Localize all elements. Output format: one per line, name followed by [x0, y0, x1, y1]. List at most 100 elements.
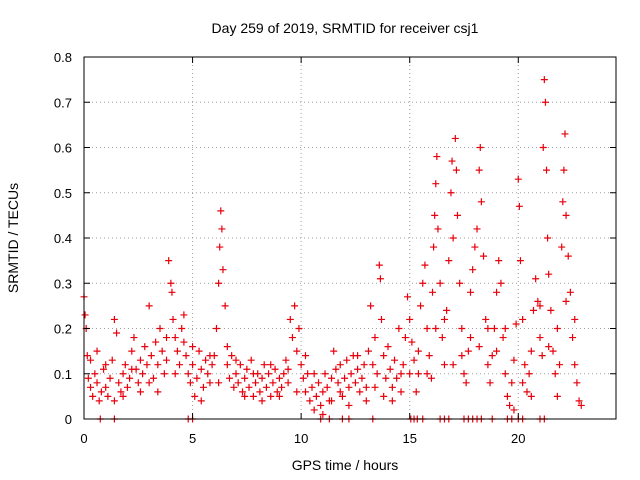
data-point — [343, 356, 351, 364]
data-point — [93, 347, 101, 355]
data-point — [293, 347, 301, 355]
data-point — [310, 406, 318, 414]
data-point — [336, 388, 344, 396]
data-point — [462, 379, 470, 387]
data-point — [95, 397, 103, 405]
data-point — [419, 279, 427, 287]
data-point — [288, 334, 296, 342]
data-point — [221, 302, 229, 310]
y-axis-title: SRMTID / TECUs — [5, 183, 21, 293]
data-point — [168, 288, 176, 296]
data-point — [228, 352, 236, 360]
data-point — [147, 352, 155, 360]
data-point — [388, 383, 396, 391]
data-point — [571, 361, 579, 369]
data-point — [275, 374, 283, 382]
data-point — [553, 392, 561, 400]
data-point — [391, 356, 399, 364]
data-point — [448, 157, 456, 165]
data-point — [527, 392, 535, 400]
data-point — [345, 383, 353, 391]
data-point — [364, 347, 372, 355]
data-point — [564, 252, 572, 260]
data-point — [310, 370, 318, 378]
data-point — [241, 392, 249, 400]
data-point — [430, 243, 438, 251]
data-point — [306, 397, 314, 405]
data-point — [338, 392, 346, 400]
data-point — [197, 397, 205, 405]
data-point — [539, 144, 547, 151]
data-point — [182, 352, 190, 360]
data-point — [328, 374, 336, 382]
data-point — [449, 234, 457, 242]
data-point — [269, 379, 277, 387]
data-point — [362, 397, 370, 405]
data-point — [293, 388, 301, 396]
data-point — [347, 370, 355, 378]
data-point — [193, 374, 201, 382]
data-point — [208, 361, 216, 369]
data-point — [102, 361, 110, 369]
data-point — [553, 325, 561, 332]
data-point — [136, 356, 144, 364]
data-point — [464, 347, 472, 355]
data-point — [427, 374, 435, 382]
data-point — [560, 166, 568, 174]
data-point — [145, 302, 153, 310]
data-point — [312, 392, 320, 400]
data-point — [189, 343, 197, 351]
data-point — [556, 361, 564, 369]
data-point — [397, 388, 405, 396]
data-point — [571, 315, 579, 323]
data-point — [354, 365, 362, 373]
data-point — [236, 361, 244, 369]
data-point — [232, 356, 240, 364]
data-point — [433, 153, 441, 161]
data-point — [360, 361, 368, 369]
data-point — [432, 180, 440, 188]
data-point — [243, 365, 251, 373]
data-point — [156, 325, 164, 332]
data-point — [440, 361, 448, 369]
data-point — [83, 352, 91, 360]
data-point — [102, 383, 110, 391]
data-point — [452, 166, 460, 174]
data-point — [265, 370, 273, 378]
data-point — [519, 315, 527, 323]
data-point — [117, 388, 125, 396]
data-point — [536, 334, 544, 342]
data-point — [104, 392, 112, 400]
data-point — [562, 297, 570, 305]
data-point — [199, 383, 207, 391]
y-tick-label: 0.3 — [54, 276, 72, 291]
data-points — [80, 76, 585, 423]
data-point — [178, 325, 186, 332]
data-point — [515, 202, 523, 210]
data-point — [451, 134, 459, 142]
y-tick-label: 0.1 — [54, 367, 72, 382]
data-point — [423, 370, 431, 378]
data-point — [217, 207, 225, 215]
data-point — [84, 374, 92, 382]
data-point — [184, 370, 192, 378]
data-point — [134, 379, 142, 387]
data-point — [458, 352, 466, 360]
data-point — [191, 392, 199, 400]
data-point — [121, 361, 129, 369]
data-point — [115, 379, 123, 387]
data-point — [397, 370, 405, 378]
data-point — [297, 361, 305, 369]
data-point — [371, 383, 379, 391]
data-point — [286, 315, 294, 323]
data-point — [158, 347, 166, 355]
data-point — [410, 356, 418, 364]
data-point — [544, 234, 552, 242]
data-point — [165, 257, 173, 265]
data-point — [160, 370, 168, 378]
data-point — [547, 306, 555, 314]
data-point — [358, 374, 366, 382]
data-point — [260, 361, 268, 369]
data-point — [508, 379, 516, 387]
data-point — [523, 388, 531, 396]
